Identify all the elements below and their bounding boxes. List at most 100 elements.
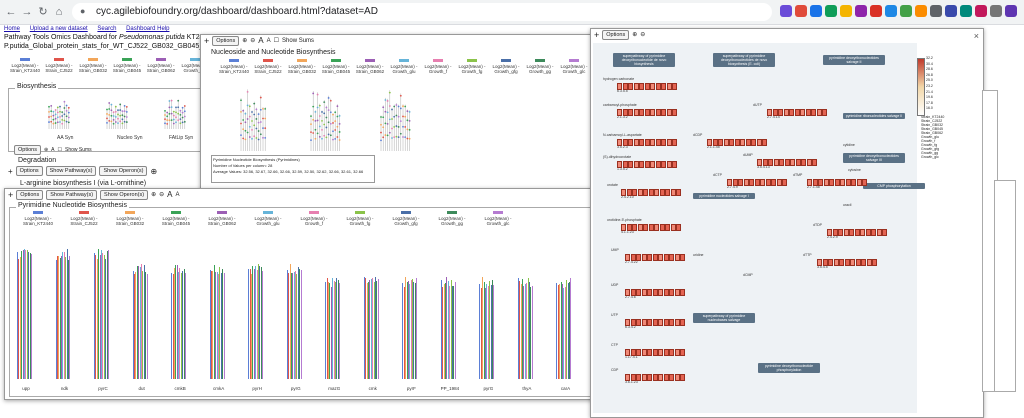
show-pathways-button[interactable]: Show Pathway(s) [45,166,97,176]
gene-bar[interactable] [136,266,138,379]
gene-bar[interactable] [171,273,173,379]
gene-bar[interactable] [335,282,336,379]
lollipop-point[interactable] [65,104,68,107]
zoom-in-icon[interactable]: ⊕ [43,147,49,153]
lollipop-point[interactable] [164,118,166,121]
gene-bar[interactable] [300,269,302,379]
gene-bar[interactable] [333,280,335,379]
lollipop-point[interactable] [54,122,57,124]
nav-home-link[interactable]: Home [4,26,21,32]
plus-icon[interactable]: + [8,189,14,200]
ec-label[interactable]: 3.5.2.3 [617,145,628,149]
gene-bar[interactable] [249,269,251,379]
lollipop-point[interactable] [388,118,391,121]
lollipop-point[interactable] [336,136,339,138]
gene-bar[interactable] [106,251,108,379]
gene-bar[interactable] [220,273,222,379]
gene-bar[interactable] [140,264,142,379]
gene-bar[interactable] [25,249,27,379]
gene-bar[interactable] [101,250,103,379]
lollipop-point[interactable] [56,121,59,124]
nav-search-link[interactable]: Search [97,26,117,32]
gene-bar[interactable] [178,272,180,379]
gene-bar[interactable] [480,287,482,379]
lollipop-point[interactable] [259,108,262,111]
lollipop-point[interactable] [106,108,108,111]
gene-bar[interactable] [215,272,217,379]
lollipop-point[interactable] [183,120,186,123]
lollipop-point[interactable] [336,115,339,118]
ec-label[interactable]: 6.3.5.5 [617,89,628,93]
lollipop-point[interactable] [393,136,396,139]
gene-bar[interactable] [143,264,145,379]
gene-bar-group[interactable] [325,277,341,379]
pathway-title-node[interactable]: pyrimidine deoxyribonucleotides salvage … [843,153,905,163]
lollipop-point[interactable] [259,121,262,123]
gene-bar[interactable] [58,256,60,379]
pathway-title-node[interactable]: CMP phosphorylation [863,183,925,189]
gene-bar[interactable] [524,284,526,379]
gene-bar[interactable] [21,251,23,379]
lollipop-point[interactable] [248,136,251,138]
gene-bar[interactable] [23,249,25,379]
gene-bar[interactable] [262,271,264,379]
lollipop-point[interactable] [395,135,398,138]
gene-bar[interactable] [259,265,261,379]
gene-bar[interactable] [405,277,407,379]
lollipop-point[interactable] [384,122,387,125]
lollipop-point[interactable] [262,107,264,110]
extension-icon[interactable] [795,5,807,17]
gene-bar[interactable] [139,266,141,379]
gene-bar[interactable] [339,282,341,379]
gene-bar[interactable] [329,283,331,379]
extension-icon[interactable] [780,5,792,17]
lollipop-point[interactable] [244,138,247,141]
lollipop-point[interactable] [179,118,182,120]
lollipop-point[interactable] [332,138,334,141]
lollipop-point[interactable] [164,122,166,125]
lollipop-point[interactable] [332,130,334,133]
gene-bar-group[interactable] [132,264,148,379]
gene-bar[interactable] [454,282,456,379]
lollipop-point[interactable] [172,122,175,125]
extension-icon[interactable] [810,5,822,17]
lollipop-point[interactable] [244,121,247,124]
lollipop-point[interactable] [244,112,247,115]
lollipop-point[interactable] [253,102,256,105]
gene-bar[interactable] [447,280,449,379]
pathway-title-node[interactable]: pyrimidine deoxyribonucleotides salvage … [823,55,885,65]
lollipop-point[interactable] [397,136,400,138]
lollipop-point[interactable] [67,121,70,124]
metabolite-label[interactable]: UTP [611,313,618,317]
gene-bar[interactable] [19,256,21,379]
lollipop-point[interactable] [336,105,339,108]
lollipop-point[interactable] [179,114,182,116]
gene-bar[interactable] [107,249,109,379]
metabolite-label[interactable]: dCDP [693,133,703,137]
lollipop-point[interactable] [334,129,337,131]
ec-label[interactable]: 2.1.1.45 [707,145,720,149]
lollipop-point[interactable] [262,136,264,139]
enzyme-heatmap[interactable] [827,229,888,236]
lollipop-point[interactable] [318,135,321,138]
lollipop-point[interactable] [59,115,61,118]
gene-bar[interactable] [65,257,67,379]
lollipop-point[interactable] [329,99,332,102]
enzyme-heatmap[interactable] [757,159,818,166]
lollipop-point[interactable] [248,125,251,128]
gene-bar[interactable] [289,264,291,379]
lollipop-point[interactable] [114,121,117,123]
gene-bar[interactable] [564,287,566,379]
lollipop-point[interactable] [61,118,64,121]
extension-icon[interactable] [855,5,867,17]
lollipop-point[interactable] [56,106,59,109]
gene-bar-group[interactable] [517,277,533,379]
options-button[interactable]: Options [212,35,240,46]
gene-bar[interactable] [486,283,488,379]
enzyme-heatmap[interactable] [617,161,678,168]
lollipop-point[interactable] [242,109,245,112]
lollipop-point[interactable] [108,108,111,110]
lollipop-point[interactable] [402,115,404,118]
gene-bar[interactable] [293,271,295,379]
lollipop-point[interactable] [404,136,407,138]
